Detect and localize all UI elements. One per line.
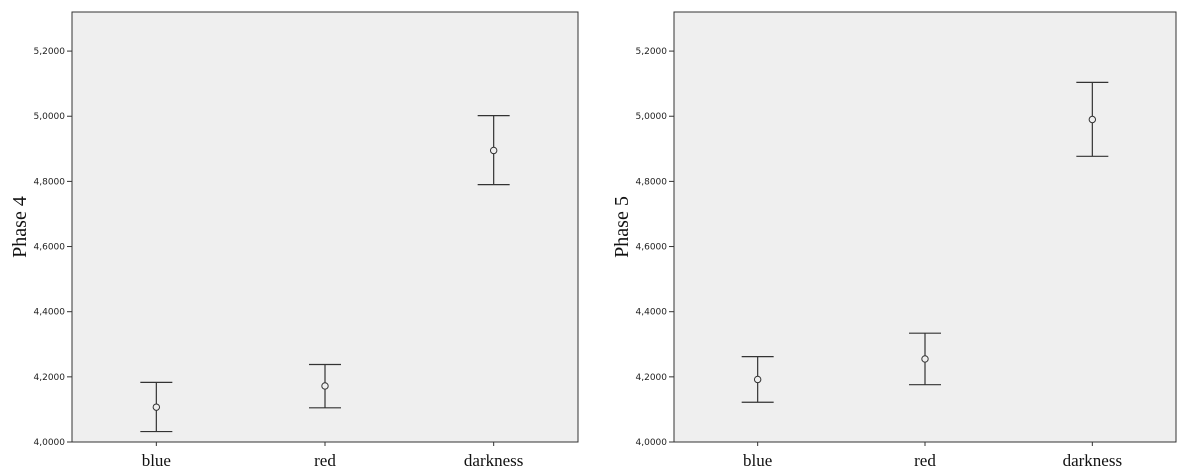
x-axis-labels: blue red darkness <box>743 442 1122 470</box>
x-tick-label: darkness <box>464 451 523 470</box>
x-tick-label: darkness <box>1063 451 1122 470</box>
y-tick-label: 4,0000 <box>34 438 66 448</box>
y-tick-label: 5,0000 <box>636 112 668 122</box>
y-axis-ticks: 4,0000 4,2000 4,4000 4,6000 4,8000 5,0000 5,20… <box>636 47 674 448</box>
mean-point <box>489 146 498 155</box>
y-tick-label: 4,2000 <box>636 373 668 383</box>
y-axis-title: Phase 4 <box>9 196 31 258</box>
mean-point <box>921 355 929 363</box>
y-tick-label: 4,4000 <box>34 308 66 318</box>
error-bars <box>140 114 510 433</box>
x-tick-label: red <box>914 451 936 470</box>
y-axis-ticks: 4,0000 4,2000 4,4000 4,6000 4,8000 5,0000 5,20… <box>34 47 72 448</box>
mean-point <box>321 382 329 390</box>
y-axis-title: Phase 5 <box>611 196 633 258</box>
x-axis-labels: blue red darkness <box>142 442 523 470</box>
error-bars <box>741 81 1109 403</box>
error-bar-blue <box>741 356 774 403</box>
y-tick-label: 4,0000 <box>636 438 668 448</box>
y-tick-label: 5,2000 <box>34 47 66 57</box>
error-bar-red <box>909 332 941 386</box>
error-bar-darkness <box>477 114 510 186</box>
y-tick-label: 4,6000 <box>34 243 66 253</box>
mean-point <box>753 375 762 384</box>
chart-panel-phase-5: 4,0000 4,2000 4,4000 4,6000 4,8000 5,0000 5,20… <box>611 11 1177 470</box>
x-tick-label: red <box>314 451 336 470</box>
y-tick-label: 4,6000 <box>636 243 668 253</box>
x-tick-label: blue <box>743 451 772 470</box>
error-bar-darkness <box>1076 81 1109 157</box>
y-tick-label: 4,8000 <box>34 177 66 187</box>
x-tick-label: blue <box>142 451 171 470</box>
y-tick-label: 4,4000 <box>636 308 668 318</box>
error-bar-red <box>309 363 341 409</box>
y-tick-label: 4,2000 <box>34 373 66 383</box>
error-bar-blue <box>140 381 173 433</box>
y-tick-label: 4,8000 <box>636 177 668 187</box>
mean-point <box>1088 115 1097 124</box>
y-tick-label: 5,2000 <box>636 47 668 57</box>
y-tick-label: 5,0000 <box>34 112 66 122</box>
mean-point <box>152 403 161 411</box>
chart-panel-phase-4: 4,0000 4,2000 4,4000 4,6000 4,8000 5,0000 5,20… <box>9 11 579 470</box>
